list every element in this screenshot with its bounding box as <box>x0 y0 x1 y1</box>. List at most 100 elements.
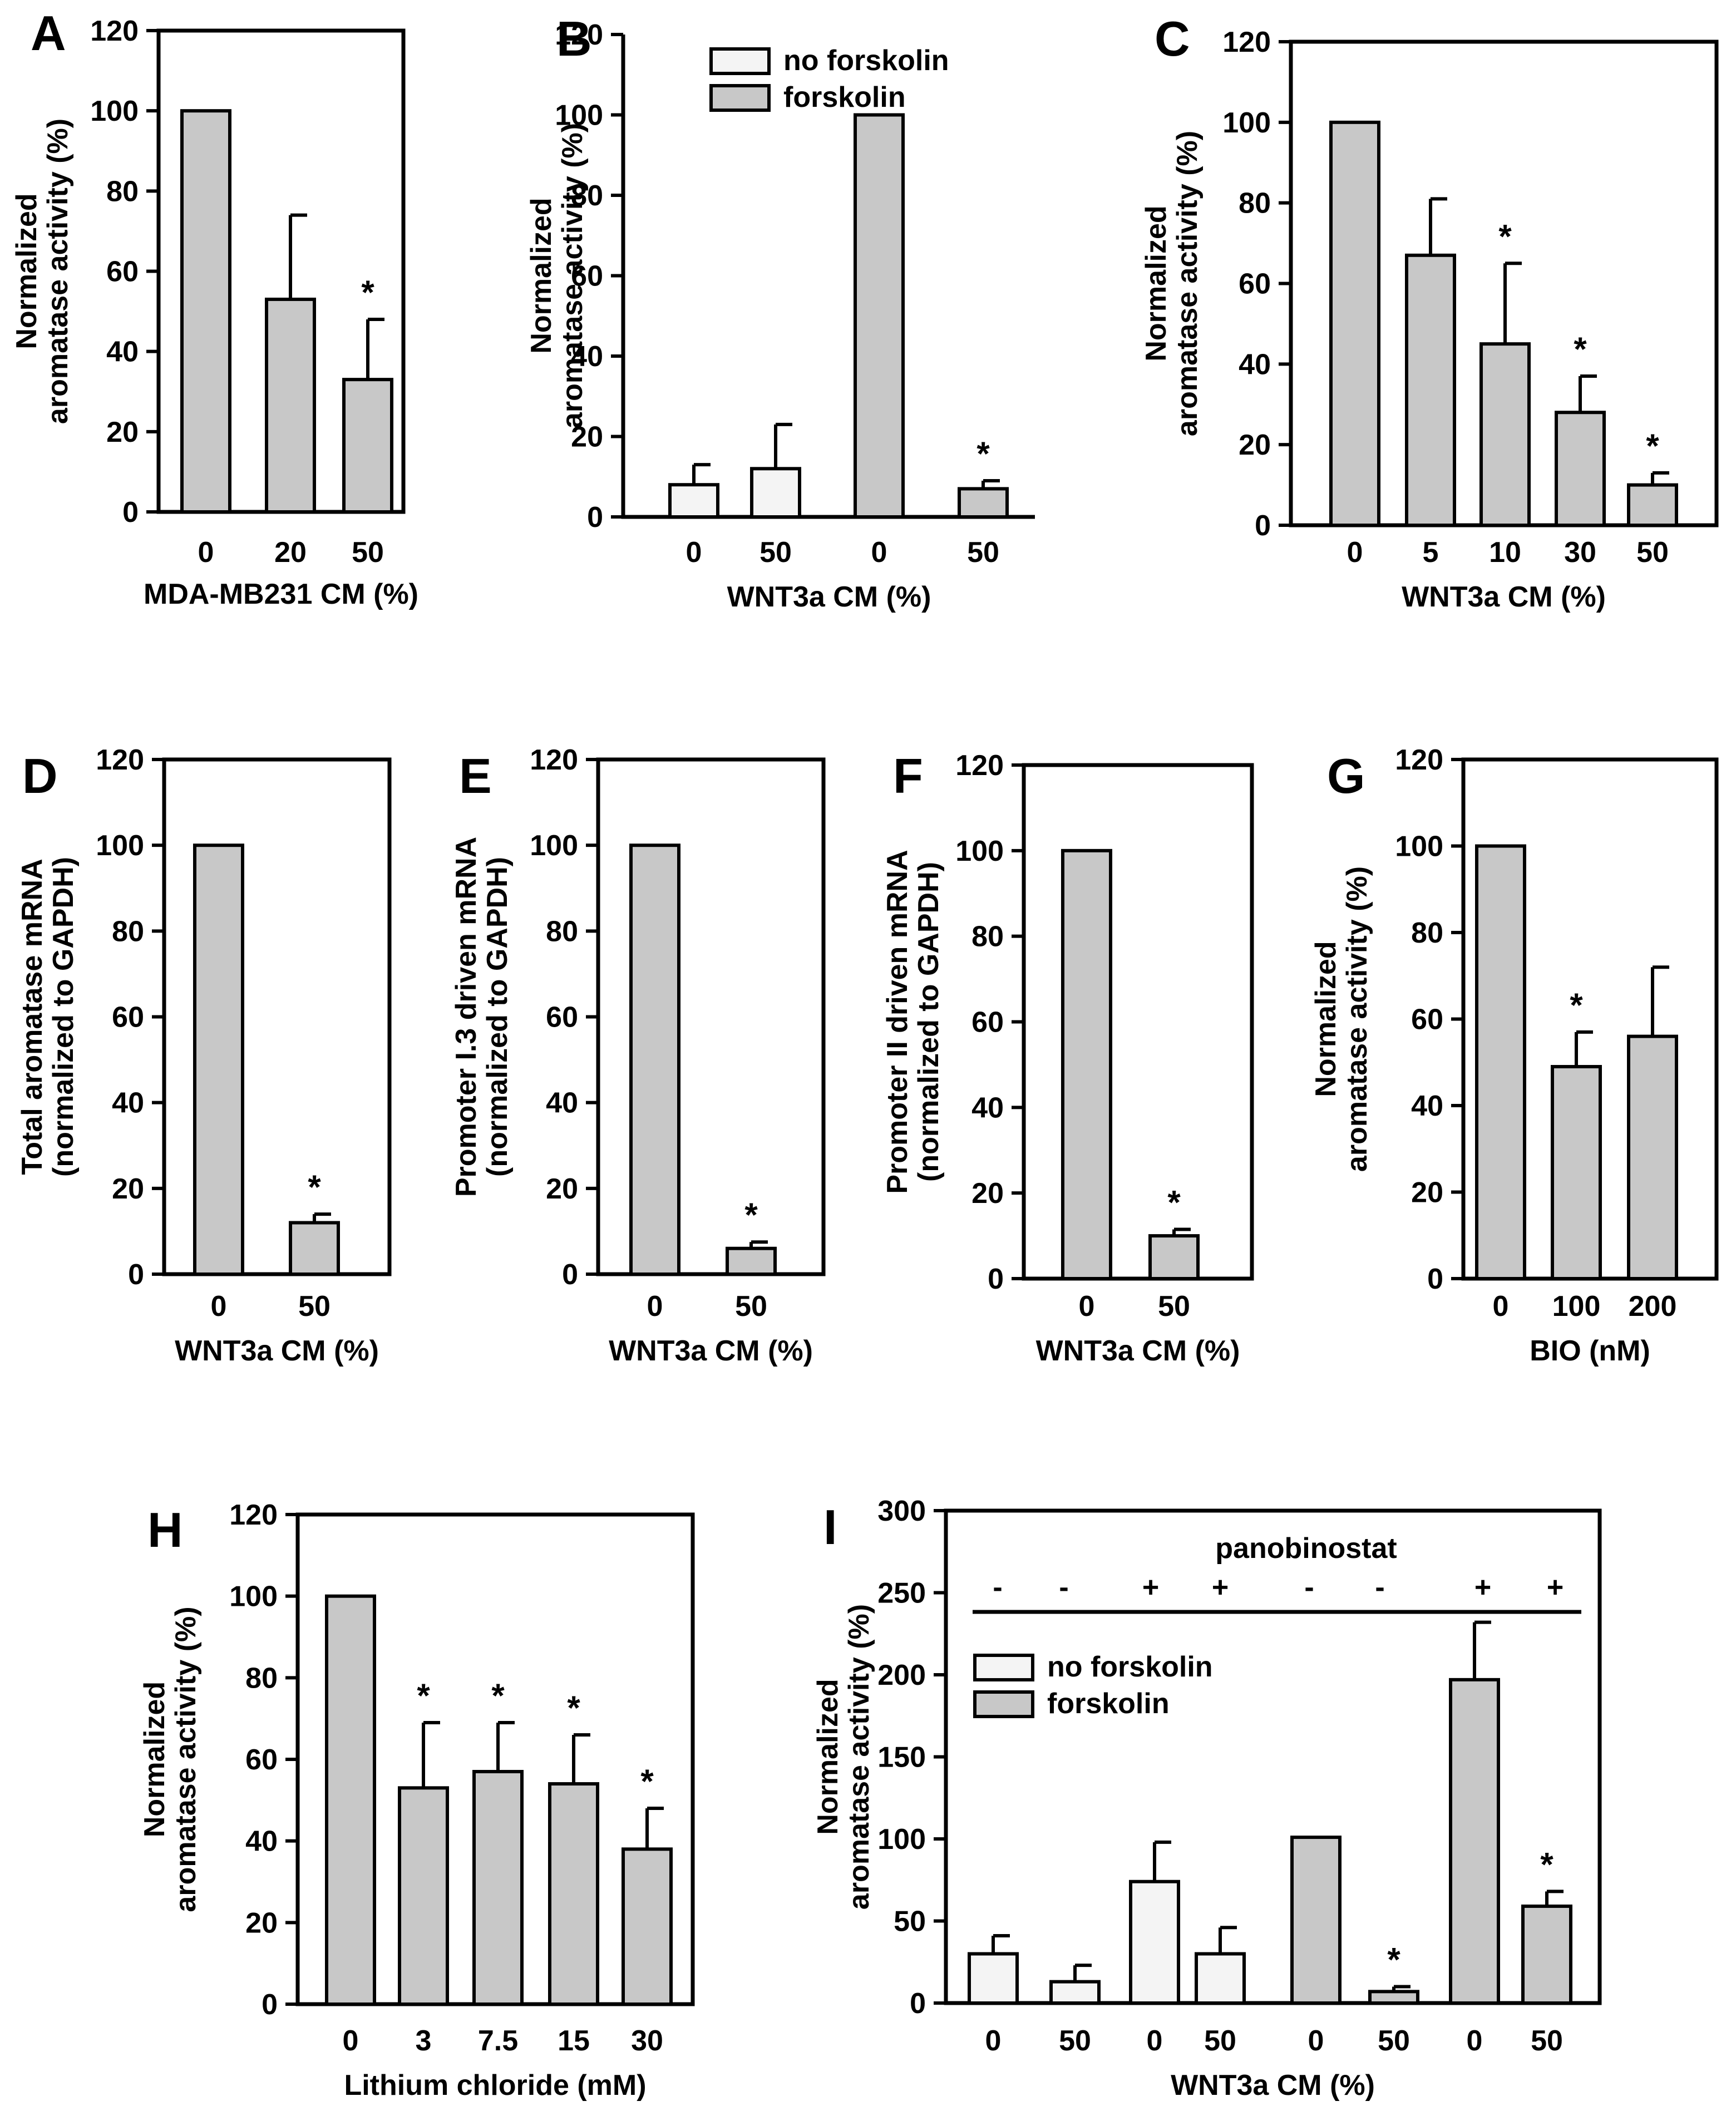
x-tick-label: 0 <box>343 2025 359 2057</box>
y-tick-label: 20 <box>112 1173 144 1205</box>
panel-d: D 0 20 40 60 80 100 120 0 * 50 WNT3a CM (%) Total ar… <box>16 744 392 1367</box>
bar <box>1627 483 1678 527</box>
y-axis-label: Normalizedaromatase activity (%) <box>1310 866 1373 1172</box>
y-tick-label: 250 <box>877 1577 926 1610</box>
header-label: panobinostat <box>1215 1532 1397 1565</box>
y-tick-label: 120 <box>1395 744 1443 776</box>
significance-mark: * <box>640 1763 654 1800</box>
bar <box>289 1221 340 1276</box>
y-tick-label: 120 <box>229 1499 278 1531</box>
x-tick-label: 5 <box>1423 536 1439 569</box>
x-tick-label: 200 <box>1629 1290 1677 1323</box>
y-tick-label: 80 <box>1239 188 1271 220</box>
y-tick-label: 40 <box>571 341 603 373</box>
y-axis-label: Normalizedaromatase activity (%) <box>525 123 589 428</box>
header-sign: - <box>1059 1571 1068 1604</box>
panel-e: E 0 20 40 60 80 100 120 0 * 50 WNT3a CM (%) Promoter… <box>450 744 826 1367</box>
plot-frame <box>944 1508 1602 2005</box>
x-tick-label: 0 <box>1493 1290 1509 1323</box>
x-axis-label: Lithium chloride (mM) <box>344 2069 646 2102</box>
header-sign: + <box>1212 1571 1229 1604</box>
legend-swatch <box>709 84 771 112</box>
y-tick-label: 80 <box>546 915 578 948</box>
panel-h: H 0 20 40 60 80 100 120 0 * 3 * 7.5 * 15 * 30 Lithium chl… <box>139 1499 695 2102</box>
x-tick-label: 0 <box>647 1290 663 1323</box>
x-tick-label: 7.5 <box>478 2025 518 2057</box>
bar <box>958 487 1009 519</box>
bar <box>472 1770 524 2006</box>
y-tick-label: 20 <box>571 421 603 453</box>
y-tick-label: 50 <box>894 1906 926 1938</box>
y-axis-label: Total aromatase mRNA(normalized to GAPDH… <box>16 857 80 1177</box>
y-tick-label: 100 <box>1222 107 1271 139</box>
significance-mark: * <box>1387 1941 1400 1979</box>
legend-swatch <box>709 47 771 75</box>
panel-letter: D <box>22 748 58 803</box>
legend-swatch <box>973 1690 1034 1718</box>
y-tick-label: 20 <box>245 1907 278 1939</box>
header-sign: + <box>1474 1571 1491 1604</box>
bar <box>1475 844 1526 1280</box>
bar <box>342 378 393 514</box>
y-tick-label: 150 <box>877 1742 926 1774</box>
legend-label: forskolin <box>1047 1688 1170 1720</box>
y-tick-label: 80 <box>971 921 1004 953</box>
x-tick-label: 30 <box>631 2025 663 2057</box>
x-tick-label: 0 <box>211 1290 227 1323</box>
y-tick-label: 40 <box>245 1826 278 1858</box>
significance-mark: * <box>1540 1846 1553 1883</box>
bar <box>1627 1034 1678 1280</box>
y-tick-label: 60 <box>571 260 603 293</box>
panel-letter: I <box>823 1500 837 1555</box>
x-tick-label: 50 <box>298 1290 331 1323</box>
y-tick-label: 80 <box>571 180 603 212</box>
y-tick-label: 60 <box>1239 268 1271 300</box>
bar <box>1290 1836 1342 2005</box>
bar <box>1148 1234 1200 1280</box>
bar <box>1405 253 1456 527</box>
y-tick-label: 100 <box>96 830 144 862</box>
y-tick-label: 120 <box>90 15 139 47</box>
bar <box>1521 1904 1572 2005</box>
x-tick-label: 0 <box>686 536 702 569</box>
y-tick-label: 80 <box>245 1662 278 1694</box>
y-tick-label: 40 <box>112 1087 144 1119</box>
x-tick-label: 30 <box>1564 536 1596 569</box>
x-axis-label: WNT3a CM (%) <box>609 1335 813 1367</box>
x-tick-label: 10 <box>1489 536 1521 569</box>
bar <box>193 844 244 1276</box>
bar <box>1479 342 1531 527</box>
plot-frame <box>1022 763 1254 1281</box>
panel-letter: G <box>1327 748 1365 803</box>
significance-mark: * <box>417 1677 430 1714</box>
y-tick-label: 0 <box>128 1259 144 1291</box>
x-tick-label: 50 <box>760 536 792 569</box>
x-tick-label: 50 <box>735 1290 767 1323</box>
panel-a: A 0 20 40 60 80 100 120 0 20 * 50 MDA-MB231 CM (%) No… <box>11 6 418 610</box>
y-tick-label: 120 <box>1222 26 1271 58</box>
significance-mark: * <box>1498 218 1512 255</box>
x-tick-label: 0 <box>1147 2025 1163 2057</box>
bar <box>1329 120 1380 527</box>
bar <box>1195 1952 1246 2005</box>
significance-mark: * <box>1167 1184 1181 1221</box>
significance-mark: * <box>308 1168 321 1206</box>
significance-mark: * <box>567 1689 580 1727</box>
y-tick-label: 0 <box>1255 510 1271 542</box>
bar <box>1129 1880 1180 2005</box>
y-tick-label: 100 <box>229 1581 278 1613</box>
bar <box>265 297 316 514</box>
y-tick-label: 60 <box>112 1002 144 1034</box>
bar <box>1368 1990 1419 2005</box>
bar <box>968 1952 1019 2005</box>
bar <box>398 1786 449 2006</box>
y-tick-label: 120 <box>955 749 1004 782</box>
panel-c: C 0 20 40 60 80 100 120 0 5 * 10 * 30 * 50 WNT3a CM (%) N… <box>1140 11 1719 613</box>
y-tick-label: 100 <box>530 830 578 862</box>
y-axis-label: Normalizedaromatase activity (%) <box>11 119 74 424</box>
bar <box>750 467 801 519</box>
significance-mark: * <box>491 1677 505 1714</box>
x-tick-label: 0 <box>198 536 214 569</box>
